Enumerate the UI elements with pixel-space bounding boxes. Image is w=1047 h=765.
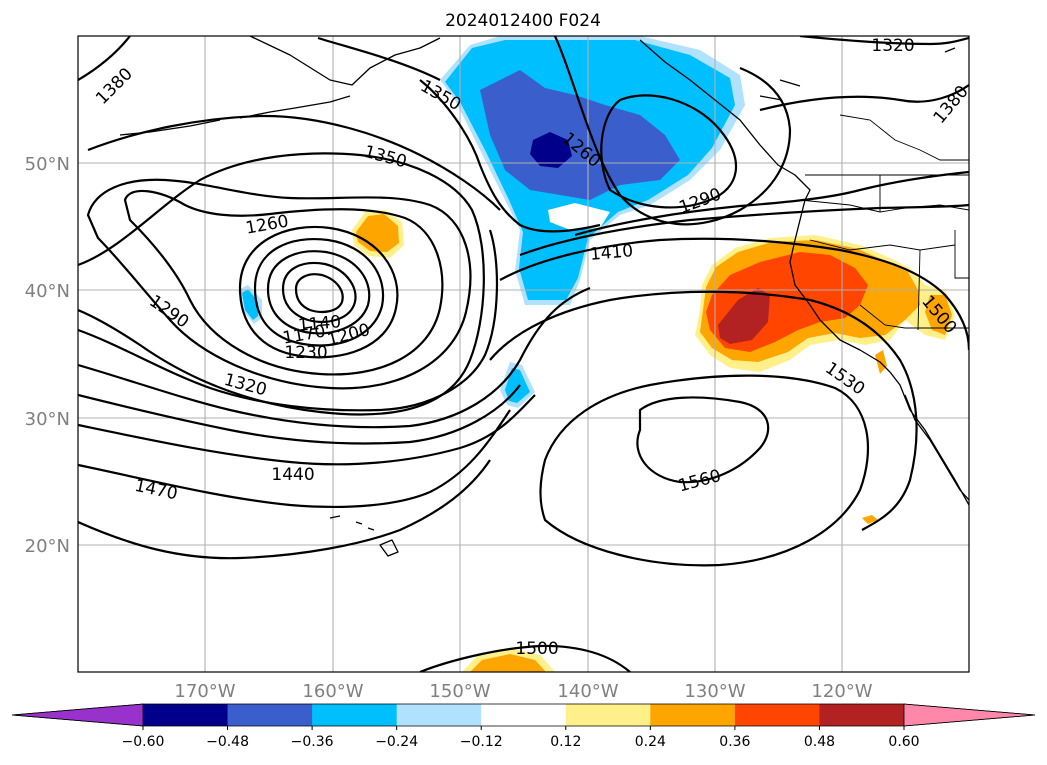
lon-label-170w: 170°W bbox=[174, 681, 235, 702]
colorbar-tick-label: 0.12 bbox=[550, 734, 581, 750]
lat-label-50n: 50°N bbox=[25, 154, 70, 175]
lat-label-20n: 20°N bbox=[25, 536, 70, 557]
lon-label-120w: 120°W bbox=[811, 681, 872, 702]
colorbar-box bbox=[650, 704, 736, 726]
contour-label: 1140 bbox=[297, 312, 342, 336]
colorbar-tick-label: −0.12 bbox=[460, 734, 503, 750]
colorbar-box bbox=[819, 704, 905, 726]
colorbar: −0.60 −0.48 −0.36 −0.24 −0.12 0.12 0.24 0.36 0.4… bbox=[11, 703, 1036, 750]
contour-label: 1410 bbox=[589, 241, 634, 265]
lon-label-130w: 130°W bbox=[684, 681, 745, 702]
colorbar-tick-label: 0.48 bbox=[804, 734, 835, 750]
contour-label: 1230 bbox=[284, 343, 327, 363]
lon-label-140w: 140°W bbox=[557, 681, 618, 702]
lon-label-150w: 150°W bbox=[429, 681, 490, 702]
lat-label-40n: 40°N bbox=[25, 281, 70, 302]
lat-label-30n: 30°N bbox=[25, 409, 70, 430]
negative-anomaly-shading bbox=[238, 36, 745, 408]
map-title: 2024012400 F024 bbox=[445, 11, 601, 31]
contour-label: 1320 bbox=[871, 36, 914, 56]
colorbar-box bbox=[396, 704, 482, 726]
colorbar-box bbox=[312, 704, 398, 726]
colorbar-box bbox=[734, 704, 820, 726]
colorbar-extend-min bbox=[11, 703, 144, 727]
contour-label: 1500 bbox=[515, 639, 558, 659]
map-frame bbox=[77, 35, 970, 673]
height-contours bbox=[78, 36, 969, 672]
longitude-labels: 170°W 160°W 150°W 140°W 130°W 120°W bbox=[174, 681, 872, 702]
colorbar-extend-max bbox=[903, 703, 1036, 727]
colorbar-tick-label: 0.36 bbox=[719, 734, 750, 750]
colorbar-tick-label: 0.24 bbox=[635, 734, 666, 750]
contour-label: 1440 bbox=[271, 465, 314, 485]
colorbar-tick-label: −0.36 bbox=[291, 734, 334, 750]
colorbar-box bbox=[481, 704, 567, 726]
colorbar-tick-label: −0.24 bbox=[375, 734, 418, 750]
lon-label-160w: 160°W bbox=[302, 681, 363, 702]
colorbar-tick-label: 0.60 bbox=[888, 734, 919, 750]
latitude-labels: 50°N 40°N 30°N 20°N bbox=[25, 154, 70, 557]
coastlines bbox=[119, 36, 969, 557]
colorbar-box bbox=[227, 704, 313, 726]
colorbar-box bbox=[143, 704, 229, 726]
colorbar-tick-label: −0.60 bbox=[122, 734, 165, 750]
colorbar-box bbox=[565, 704, 651, 726]
colorbar-tick-label: −0.48 bbox=[206, 734, 249, 750]
